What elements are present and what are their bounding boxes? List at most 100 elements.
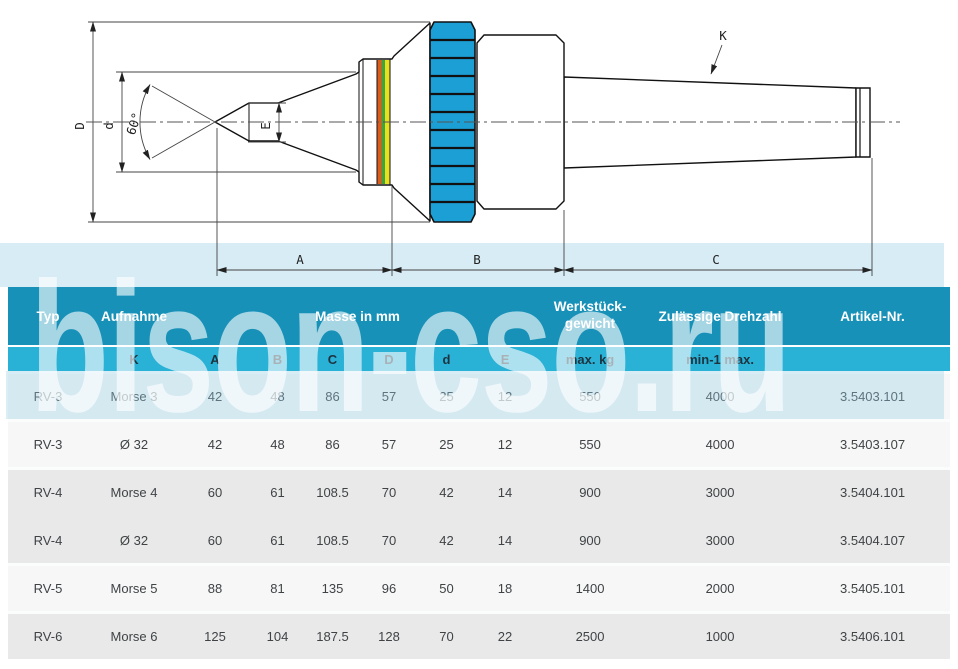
label-D: D bbox=[72, 122, 87, 130]
technical-drawing: D d 60° E bbox=[72, 21, 900, 276]
cell-aufnahme: Morse 5 bbox=[88, 563, 180, 613]
stripe-orange bbox=[377, 60, 382, 184]
cell-typ: RV-4 bbox=[8, 467, 88, 517]
cell-artikel: 3.5406.101 bbox=[795, 611, 951, 659]
cell-d: 70 bbox=[360, 467, 418, 517]
cell-e: 18 bbox=[475, 563, 536, 613]
cell-aufnahme: Morse 3 bbox=[88, 371, 180, 421]
watermark-band bbox=[0, 243, 944, 287]
cell-e: 12 bbox=[475, 419, 536, 469]
table-header-row: Typ Aufnahme Masse in mm Werkstück- gewi… bbox=[8, 287, 951, 346]
knurl-lines bbox=[430, 38, 475, 204]
cell-gewicht: 1400 bbox=[535, 563, 646, 613]
label-B: B bbox=[473, 252, 481, 267]
cell-a: 42 bbox=[180, 371, 250, 421]
cell-e: 22 bbox=[475, 611, 536, 659]
cell-a: 88 bbox=[180, 563, 250, 613]
subcol-c: C bbox=[305, 345, 360, 373]
table-subheader-row: K A B C D d E max. kg min-1 max. bbox=[8, 345, 951, 373]
label-angle: 60° bbox=[123, 111, 144, 137]
cell-drehzahl: 1000 bbox=[645, 611, 796, 659]
col-aufnahme: Aufnahme bbox=[88, 287, 180, 346]
subcol-maxkg: max. kg bbox=[535, 345, 646, 373]
cell-gewicht: 900 bbox=[535, 467, 646, 517]
morse-taper-shank bbox=[563, 76, 857, 169]
dim-E bbox=[248, 102, 286, 143]
cell-a: 60 bbox=[180, 467, 250, 517]
subcol-b: B bbox=[250, 345, 305, 373]
cell-d: 96 bbox=[360, 563, 418, 613]
table-row: RV-5 Morse 5 88 81 135 96 50 18 1400 2000 3.5405.1… bbox=[8, 563, 951, 613]
table-row: RV-3 Morse 3 42 48 86 57 25 12 550 4000 3.5403.101 bbox=[8, 371, 951, 421]
cell-a: 42 bbox=[180, 419, 250, 469]
cell-d: 57 bbox=[360, 371, 418, 421]
shank-end bbox=[855, 87, 871, 158]
cell-drehzahl: 4000 bbox=[645, 419, 796, 469]
subcol-a: A bbox=[180, 345, 250, 373]
cell-c: 108.5 bbox=[305, 467, 360, 517]
table-row: RV-4 Ø 32 60 61 108.5 70 42 14 900 3000 3.5404.107 bbox=[8, 515, 951, 565]
cell-d2: 25 bbox=[418, 371, 475, 421]
cell-c: 135 bbox=[305, 563, 360, 613]
leader-K bbox=[710, 44, 723, 75]
cell-drehzahl: 3000 bbox=[645, 467, 796, 517]
cell-a: 125 bbox=[180, 611, 250, 659]
cell-aufnahme: Ø 32 bbox=[88, 419, 180, 469]
subcol-empty2 bbox=[795, 345, 951, 373]
cell-artikel: 3.5404.107 bbox=[795, 515, 951, 565]
cell-drehzahl: 3000 bbox=[645, 515, 796, 565]
cell-gewicht: 2500 bbox=[535, 611, 646, 659]
cell-gewicht: 550 bbox=[535, 371, 646, 421]
cell-aufnahme: Morse 4 bbox=[88, 467, 180, 517]
cell-typ: RV-4 bbox=[8, 515, 88, 565]
table-row: RV-3 Ø 32 42 48 86 57 25 12 550 4000 3.5403.107 bbox=[8, 419, 951, 469]
cell-b: 48 bbox=[250, 419, 305, 469]
col-werkstueckgewicht: Werkstück- gewicht bbox=[535, 287, 646, 346]
cell-d: 57 bbox=[360, 419, 418, 469]
table-row: RV-6 Morse 6 125 104 187.5 128 70 22 2500 1000 3.5… bbox=[8, 611, 951, 659]
cell-typ: RV-3 bbox=[8, 419, 88, 469]
cell-aufnahme: Ø 32 bbox=[88, 515, 180, 565]
col-drehzahl: Zulässige Drehzahl bbox=[645, 287, 796, 346]
label-A: A bbox=[296, 252, 304, 267]
cell-gewicht: 550 bbox=[535, 419, 646, 469]
cell-b: 104 bbox=[250, 611, 305, 659]
subcol-empty bbox=[8, 345, 88, 373]
cell-gewicht: 900 bbox=[535, 515, 646, 565]
cell-typ: RV-5 bbox=[8, 563, 88, 613]
cell-b: 61 bbox=[250, 467, 305, 517]
subcol-d2: d bbox=[418, 345, 475, 373]
cell-d: 128 bbox=[360, 611, 418, 659]
subcol-e: E bbox=[475, 345, 536, 373]
table-row: RV-4 Morse 4 60 61 108.5 70 42 14 900 3000 3.5404.… bbox=[8, 467, 951, 517]
cell-d: 70 bbox=[360, 515, 418, 565]
subcol-d: D bbox=[360, 345, 418, 373]
cell-c: 86 bbox=[305, 371, 360, 421]
cell-artikel: 3.5405.101 bbox=[795, 563, 951, 613]
cell-aufnahme: Morse 6 bbox=[88, 611, 180, 659]
cell-drehzahl: 2000 bbox=[645, 563, 796, 613]
cell-drehzahl: 4000 bbox=[645, 371, 796, 421]
subcol-k: K bbox=[88, 345, 180, 373]
cell-a: 60 bbox=[180, 515, 250, 565]
spec-table: Typ Aufnahme Masse in mm Werkstück- gewi… bbox=[8, 287, 951, 659]
cell-c: 187.5 bbox=[305, 611, 360, 659]
cell-artikel: 3.5403.107 bbox=[795, 419, 951, 469]
cell-d2: 50 bbox=[418, 563, 475, 613]
cell-e: 14 bbox=[475, 467, 536, 517]
label-K: K bbox=[719, 28, 727, 43]
col-masse: Masse in mm bbox=[180, 287, 536, 346]
cell-artikel: 3.5404.101 bbox=[795, 467, 951, 517]
cell-d2: 70 bbox=[418, 611, 475, 659]
cell-typ: RV-6 bbox=[8, 611, 88, 659]
label-d: d bbox=[101, 122, 116, 130]
cell-c: 108.5 bbox=[305, 515, 360, 565]
subcol-minmax: min-1 max. bbox=[645, 345, 796, 373]
cell-typ: RV-3 bbox=[8, 371, 88, 421]
col-typ: Typ bbox=[8, 287, 88, 346]
cell-d2: 42 bbox=[418, 515, 475, 565]
cell-b: 61 bbox=[250, 515, 305, 565]
cell-d2: 25 bbox=[418, 419, 475, 469]
cell-e: 12 bbox=[475, 371, 536, 421]
